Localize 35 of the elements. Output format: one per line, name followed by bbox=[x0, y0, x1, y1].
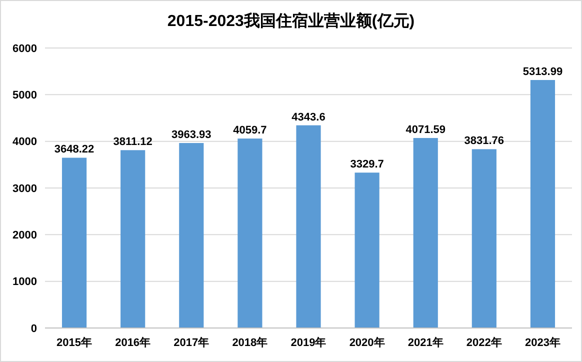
data-label: 4343.6 bbox=[292, 111, 326, 124]
x-tick-label: 2015年 bbox=[56, 336, 92, 349]
bar bbox=[120, 150, 146, 328]
x-tick-label: 2022年 bbox=[466, 336, 502, 349]
x-tick-label: 2016年 bbox=[115, 336, 151, 349]
x-tick-label: 2018年 bbox=[232, 336, 268, 349]
y-tick-label: 4000 bbox=[12, 136, 37, 148]
y-tick-label: 5000 bbox=[12, 90, 37, 102]
x-tick-label: 2019年 bbox=[290, 336, 326, 349]
bar bbox=[472, 149, 496, 328]
x-tick-label: 2023年 bbox=[524, 336, 560, 349]
y-tick-label: 1000 bbox=[12, 276, 37, 288]
data-label: 3329.7 bbox=[350, 158, 384, 171]
x-tick-label: 2020年 bbox=[349, 336, 385, 349]
bar bbox=[296, 125, 321, 328]
data-label: 3648.22 bbox=[54, 144, 94, 156]
data-label: 3963.93 bbox=[172, 129, 212, 142]
x-tick-label: 2021年 bbox=[408, 336, 444, 349]
bar bbox=[354, 172, 380, 328]
y-tick-label: 6000 bbox=[12, 42, 37, 55]
data-label: 5313.99 bbox=[522, 66, 563, 78]
bar bbox=[238, 138, 262, 328]
data-label: 3811.12 bbox=[113, 136, 152, 148]
x-tick-label: 2017年 bbox=[174, 336, 210, 349]
y-tick-label: 2000 bbox=[12, 230, 37, 242]
bar bbox=[179, 143, 204, 328]
data-label: 4059.7 bbox=[233, 124, 267, 137]
y-tick-label: 0 bbox=[30, 322, 37, 335]
data-label: 4071.59 bbox=[406, 124, 446, 136]
y-tick-label: 3000 bbox=[12, 182, 37, 195]
bar bbox=[413, 138, 438, 328]
bar bbox=[530, 80, 556, 328]
chart-title: 2015-2023我国住宿业营业额(亿元) bbox=[167, 11, 415, 30]
bar bbox=[62, 158, 87, 328]
data-label: 3831.76 bbox=[464, 135, 504, 148]
